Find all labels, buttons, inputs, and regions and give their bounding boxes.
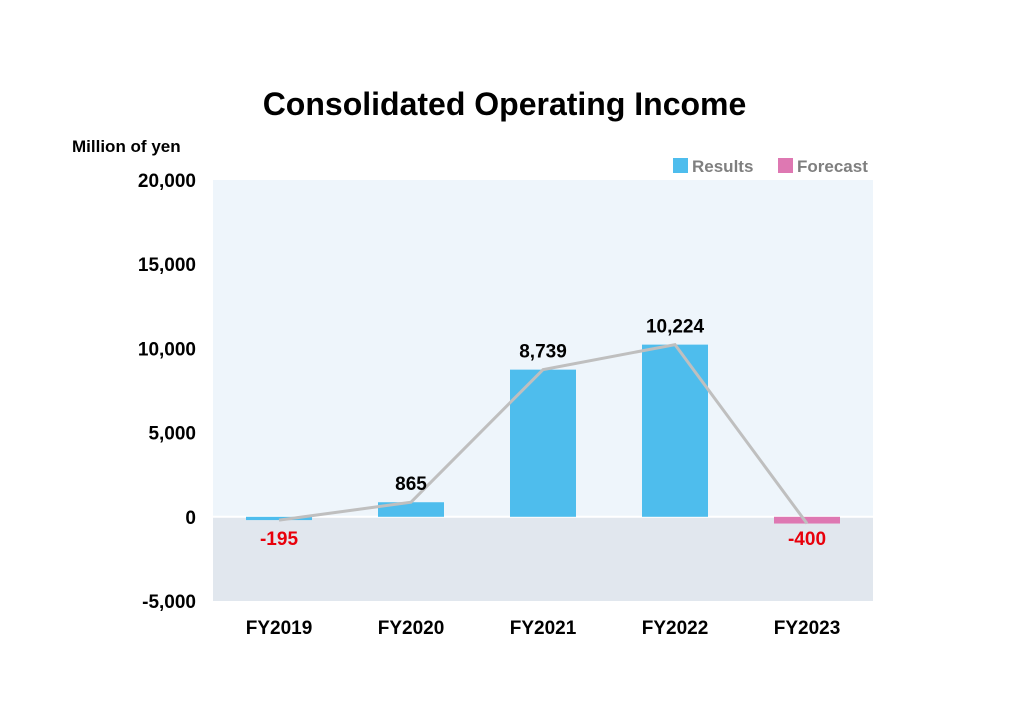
x-tick-label: FY2019 xyxy=(246,618,313,639)
legend-label: Forecast xyxy=(797,157,868,176)
bar xyxy=(510,369,576,517)
data-label: -195 xyxy=(260,529,298,550)
x-tick-label: FY2023 xyxy=(774,618,841,639)
y-axis-ticks: 20,000 15,000 10,000 5,000 0 -5,000 xyxy=(138,171,196,613)
y-tick-label: 5,000 xyxy=(148,424,196,445)
plot-background-negative xyxy=(213,516,873,601)
x-tick-label: FY2020 xyxy=(378,618,445,639)
y-tick-label: 15,000 xyxy=(138,255,196,276)
legend-swatch xyxy=(673,158,688,173)
legend: Results Forecast xyxy=(673,157,868,176)
legend-swatch xyxy=(778,158,793,173)
bar xyxy=(246,516,312,521)
x-tick-label: FY2021 xyxy=(510,618,577,639)
data-label: -400 xyxy=(788,529,826,550)
chart-title: Consolidated Operating Income xyxy=(262,86,747,122)
y-tick-label: -5,000 xyxy=(142,592,196,613)
data-label: 10,224 xyxy=(646,317,705,338)
y-tick-label: 20,000 xyxy=(138,171,196,192)
bar xyxy=(642,344,708,517)
data-label: 8,739 xyxy=(519,342,567,363)
value-labels: -195 865 8,739 10,224 -400 xyxy=(260,317,826,550)
trend-line xyxy=(278,342,809,525)
y-tick-label: 0 xyxy=(185,508,196,529)
x-axis-ticks: FY2019 FY2020 FY2021 FY2022 FY2023 xyxy=(246,618,841,639)
legend-label: Results xyxy=(692,157,753,176)
x-tick-label: FY2022 xyxy=(642,618,709,639)
data-label: 865 xyxy=(395,474,427,495)
y-tick-label: 10,000 xyxy=(138,339,196,360)
y-axis-unit-label: Million of yen xyxy=(72,137,181,156)
bar xyxy=(774,516,840,524)
bars xyxy=(246,344,840,524)
